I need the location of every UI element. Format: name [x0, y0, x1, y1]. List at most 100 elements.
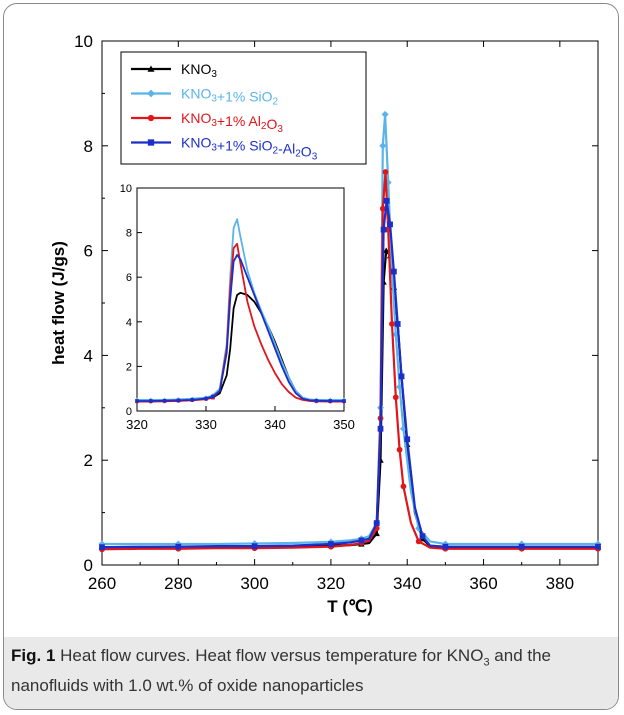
legend-marker: [147, 89, 155, 98]
legend-label-subscript: 3: [211, 94, 217, 105]
legend-label-subscript: 2: [273, 146, 279, 157]
data-point: [377, 425, 384, 432]
legend-label-text: -Al: [278, 141, 295, 157]
data-point: [415, 538, 422, 545]
data-point: [379, 142, 387, 150]
x-tick-label: 260: [88, 574, 116, 593]
figure-caption: Fig. 1 Heat flow curves. Heat flow versu…: [11, 644, 611, 698]
y-tick-label: 8: [84, 137, 93, 156]
data-point: [99, 544, 105, 551]
legend-label: KNO3+1% Al2O3: [181, 110, 283, 135]
data-point: [381, 110, 389, 118]
data-point: [396, 446, 403, 453]
y-tick-label: 0: [84, 556, 93, 575]
legend-entry: KNO3+1% Al2O3: [131, 110, 283, 135]
legend-label-subscript: 3: [211, 69, 217, 80]
y-tick-label: 4: [84, 346, 93, 365]
legend-label: KNO3+1% SiO2: [181, 86, 279, 108]
legend-label-text: +1% SiO: [217, 138, 273, 154]
caption-label: Fig. 1: [11, 646, 56, 665]
data-point: [390, 268, 397, 275]
data-point: [379, 205, 386, 212]
x-tick-label: 360: [469, 574, 497, 593]
caption-title: Heat flow curves.: [60, 646, 191, 665]
y-tick-label: 6: [84, 242, 93, 261]
y-axis-label: heat flow (J/gs): [49, 241, 68, 365]
legend-label-subscript: 3: [312, 152, 318, 163]
caption-text-part2: and the nanofluids with 1.0 wt.% of oxid…: [11, 646, 552, 696]
inset-data-point: [176, 398, 181, 403]
data-point: [442, 543, 449, 550]
data-point: [175, 543, 182, 550]
data-point: [398, 373, 405, 380]
inset-series-3: [135, 253, 346, 403]
data-point: [400, 483, 407, 490]
inset-data-point: [149, 399, 153, 403]
inset-y-tick-label: 4: [126, 317, 132, 329]
legend-label-text: KNO: [181, 61, 211, 77]
data-point: [383, 247, 390, 254]
inset-frame: [136, 187, 345, 412]
x-tick-label: 280: [164, 574, 192, 593]
data-point: [373, 530, 380, 537]
inset-data-point: [342, 399, 346, 403]
inset-y-tick-label: 2: [126, 361, 132, 373]
inset-data-point: [328, 399, 332, 403]
inset-data-point: [162, 398, 167, 403]
x-tick-label: 320: [317, 574, 345, 593]
inset-data-point: [190, 398, 194, 402]
caption-box: [4, 637, 618, 709]
x-tick-label: 380: [546, 574, 574, 593]
inset-x-tick-label: 340: [264, 417, 286, 432]
inset-series-line: [137, 218, 344, 401]
legend-label: KNO3: [181, 61, 217, 80]
legend-label-subscript: 2: [295, 149, 301, 160]
legend-label-text: +1% Al: [217, 113, 261, 129]
series-3: [99, 197, 601, 551]
inset-series-line: [137, 253, 344, 402]
legend-label-subscript: 2: [273, 97, 279, 108]
y-tick-label: 2: [84, 451, 93, 470]
data-point: [518, 543, 525, 550]
data-point: [358, 537, 365, 544]
inset-y-tick-label: 0: [126, 406, 132, 418]
legend-marker: [147, 139, 155, 146]
data-point: [251, 543, 258, 550]
legend-label-subscript: 3: [211, 143, 217, 154]
legend-label-text: O: [266, 116, 277, 132]
legend-label-subscript: 3: [211, 118, 217, 129]
legend-label-subscript: 3: [277, 124, 283, 135]
inset-data-point: [204, 396, 208, 401]
y-tick-label: 10: [74, 32, 93, 51]
data-point: [383, 197, 390, 204]
data-point: [394, 321, 401, 327]
caption-text-part1: Heat flow versus temperature for KNO: [195, 646, 484, 665]
data-point: [595, 543, 601, 550]
inset-y-tick-label: 10: [120, 183, 132, 195]
legend-label-text: KNO: [181, 110, 211, 126]
caption-text-sub: 3: [483, 656, 490, 669]
legend-label-text: O: [301, 144, 312, 160]
legend-entry: KNO3+1% SiO2: [131, 86, 279, 108]
data-point: [419, 533, 426, 540]
data-point: [392, 330, 400, 338]
data-point: [389, 321, 395, 327]
inset-y-tick-label: 6: [126, 272, 132, 284]
inset-y-tick-label: 8: [126, 228, 132, 240]
inset-x-tick-label: 350: [333, 417, 355, 432]
legend-marker: [147, 65, 155, 72]
legend-label-subscript: 2: [261, 121, 267, 132]
data-point: [373, 520, 380, 526]
inset-x-tick-label: 320: [126, 417, 148, 432]
data-point: [380, 226, 387, 233]
legend-box: [120, 51, 367, 165]
data-point: [392, 394, 399, 401]
x-axis-label: T (℃): [327, 597, 373, 616]
legend-label-text: KNO: [181, 86, 211, 102]
x-tick-label: 300: [240, 574, 268, 593]
legend-label-text: +1% SiO: [217, 89, 273, 105]
data-point: [382, 169, 389, 175]
